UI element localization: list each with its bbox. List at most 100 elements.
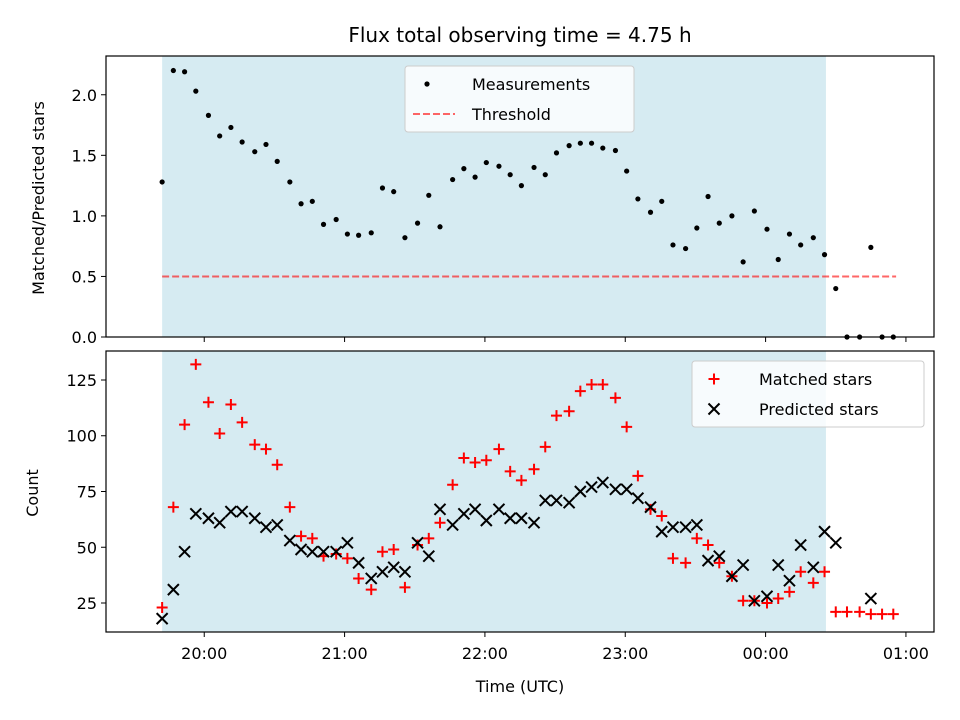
measurement-point xyxy=(414,220,421,226)
predicted-star-point xyxy=(701,554,715,567)
measurement-point xyxy=(450,176,456,183)
predicted-star-point xyxy=(772,558,785,572)
predicted-star-point xyxy=(679,520,692,534)
matched-star-point xyxy=(260,443,272,455)
matched-star-point xyxy=(609,392,621,404)
measurement-point xyxy=(775,256,781,263)
measurement-point xyxy=(379,185,386,191)
matched-star-point xyxy=(353,572,365,584)
predicted-star-point xyxy=(283,534,297,547)
matched-star-point xyxy=(271,459,283,471)
matched-star-point xyxy=(493,443,505,455)
ratio-panel: 0.0 0.5 1.0 1.5 2.0 Measurements Threshold xyxy=(72,55,935,347)
measurement-point xyxy=(705,193,711,200)
measurement-point xyxy=(309,198,315,204)
matched-star-point xyxy=(458,452,470,464)
y-tick-label: 2.0 xyxy=(72,86,97,105)
predicted-star-point xyxy=(248,512,261,525)
measurement-point xyxy=(402,235,408,241)
matched-star-point xyxy=(621,421,633,433)
predicted-star-point xyxy=(457,507,471,521)
predicted-star-point xyxy=(574,485,587,498)
matched-star-point xyxy=(156,601,168,613)
predicted-star-point xyxy=(352,556,365,570)
predicted-star-point xyxy=(736,558,750,572)
y-tick-label: 125 xyxy=(66,371,97,390)
matched-star-point xyxy=(737,595,749,607)
predicted-star-point xyxy=(748,594,761,607)
measurement-point xyxy=(624,168,630,174)
measurement-point xyxy=(670,242,676,248)
matched-star-point xyxy=(597,378,609,390)
matched-star-point xyxy=(167,501,179,513)
predicted-star-point xyxy=(690,518,704,532)
matched-star-point xyxy=(388,543,400,555)
matched-star-point xyxy=(772,593,784,605)
predicted-star-point xyxy=(492,503,506,516)
matched-star-point xyxy=(783,586,795,598)
x-tick-label: 01:00 xyxy=(883,644,929,663)
measurement-point xyxy=(287,179,293,185)
measurement-point xyxy=(437,224,443,230)
measurement-point xyxy=(426,192,432,198)
axes-frame xyxy=(105,350,935,633)
x-tick-label: 00:00 xyxy=(743,644,789,663)
predicted-star-point xyxy=(527,516,541,529)
matched-star-point xyxy=(632,470,644,482)
x-tick-label: 22:00 xyxy=(462,644,508,663)
predicted-star-point xyxy=(376,565,389,578)
matched-star-point xyxy=(702,539,714,551)
matched-star-point xyxy=(295,530,307,542)
measurement-point xyxy=(566,143,572,149)
predicted-star-point xyxy=(666,520,680,534)
measurement-point xyxy=(298,201,304,207)
matched-star-point xyxy=(887,608,899,620)
predicted-star-point xyxy=(515,512,528,525)
measurement-point xyxy=(518,182,525,189)
matched-star-point xyxy=(807,577,819,589)
matched-star-point xyxy=(563,405,575,417)
measurement-point xyxy=(694,225,700,231)
predicted-star-point xyxy=(596,476,610,489)
matched-star-point xyxy=(202,396,214,408)
measurement-point xyxy=(274,158,280,164)
measurement-point xyxy=(588,140,595,146)
matched-star-point xyxy=(841,606,853,618)
matched-star-point xyxy=(515,474,527,486)
measurement-point xyxy=(193,88,199,94)
measurement-point xyxy=(181,69,188,75)
predicted-star-point xyxy=(155,612,169,625)
legend-label: Measurements xyxy=(472,75,590,94)
measurement-point xyxy=(252,149,258,155)
measurement-point xyxy=(635,196,641,202)
matched-star-point xyxy=(179,419,191,431)
measurement-point xyxy=(333,216,339,223)
matched-star-point xyxy=(691,532,703,544)
predicted-star-point xyxy=(422,549,435,563)
predicted-star-point xyxy=(609,483,622,496)
matched-star-point xyxy=(713,557,725,569)
measurement-point xyxy=(798,242,804,248)
predicted-star-point xyxy=(341,536,354,550)
predicted-star-point xyxy=(271,518,284,532)
matched-star-point xyxy=(550,410,562,422)
predicted-star-point xyxy=(807,561,820,574)
measurement-point xyxy=(320,221,327,227)
measurement-point xyxy=(821,252,828,258)
matched-star-point xyxy=(447,479,459,491)
predicted-star-point xyxy=(480,514,493,527)
matched-star-point xyxy=(306,532,318,544)
matched-star-point xyxy=(284,501,296,513)
predicted-star-point xyxy=(760,590,774,603)
measurement-point xyxy=(507,172,513,178)
bottom-y-axis-label: Count xyxy=(23,469,42,517)
matched-star-point xyxy=(865,608,877,620)
predicted-star-point xyxy=(178,545,191,558)
predicted-star-point xyxy=(167,583,180,596)
measurement-point xyxy=(356,232,362,238)
predicted-star-point xyxy=(317,545,330,558)
predicted-star-point xyxy=(864,592,878,605)
predicted-star-point xyxy=(620,483,633,496)
matched-star-point xyxy=(249,439,261,451)
y-tick-label: 75 xyxy=(77,483,97,502)
